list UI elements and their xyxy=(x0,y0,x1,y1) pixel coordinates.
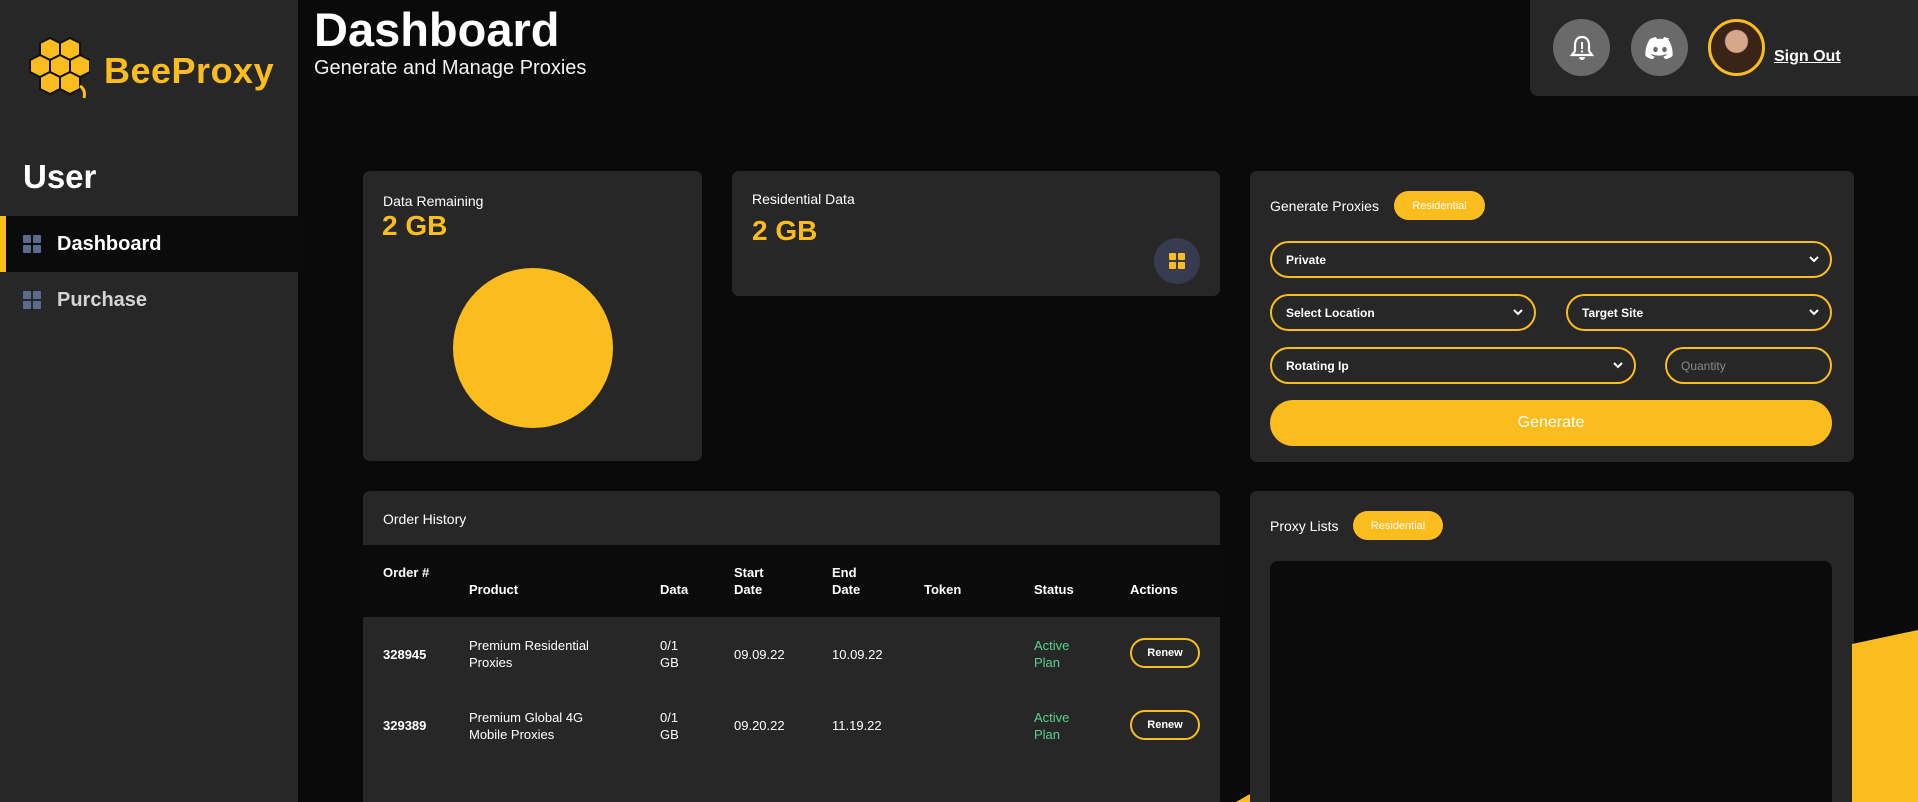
column-header-actions: Actions xyxy=(1130,582,1178,597)
order-number: 328945 xyxy=(383,647,427,662)
order-number: 329389 xyxy=(383,718,427,733)
data-pie-chart xyxy=(453,268,613,428)
residential-data-card: Residential Data 2 GB xyxy=(732,171,1220,296)
product-name: Premium Residential Proxies xyxy=(469,638,589,670)
status-badge: Active Plan xyxy=(1034,638,1070,670)
decorative-shape xyxy=(1236,794,1250,802)
page-subtitle: Generate and Manage Proxies xyxy=(314,57,587,79)
proxy-lists-card: Proxy Lists Residential xyxy=(1250,491,1854,802)
residential-type-pill[interactable]: Residential xyxy=(1394,191,1485,220)
column-header-product: Product xyxy=(469,582,519,597)
proxy-lists-title: Proxy Lists xyxy=(1270,518,1339,534)
proxy-list-output[interactable] xyxy=(1270,561,1832,802)
grid-icon xyxy=(23,291,41,309)
renew-button[interactable]: Renew xyxy=(1130,638,1200,668)
end-date: 10.09.22 xyxy=(832,647,883,662)
order-history-title: Order History xyxy=(383,511,467,527)
top-bar: Sign Out xyxy=(1530,0,1918,96)
generate-button[interactable]: Generate xyxy=(1270,400,1832,446)
proxy-lists-type-pill[interactable]: Residential xyxy=(1353,511,1443,540)
user-avatar[interactable] xyxy=(1708,19,1765,76)
chevron-down-icon xyxy=(1613,362,1623,369)
residential-data-value: 2 GB xyxy=(752,215,818,246)
location-select[interactable]: Select Location xyxy=(1270,294,1536,331)
column-header-status: Status xyxy=(1034,582,1074,597)
target-site-select-value: Target Site xyxy=(1582,305,1644,320)
column-header-start-date: Start Date xyxy=(734,565,764,597)
location-select-value: Select Location xyxy=(1286,305,1375,320)
table-header xyxy=(363,545,1220,617)
chevron-down-icon xyxy=(1809,256,1819,263)
column-header-data: Data xyxy=(660,582,689,597)
column-header-token: Token xyxy=(924,582,962,597)
generate-proxies-title: Generate Proxies xyxy=(1270,198,1379,214)
discord-icon xyxy=(1644,36,1673,59)
status-badge: Active Plan xyxy=(1034,710,1070,742)
pool-select[interactable]: Private xyxy=(1270,241,1832,278)
data-usage: 0/1 GB xyxy=(660,710,679,742)
sidebar-item-purchase[interactable]: Purchase xyxy=(0,272,298,328)
honeycomb-logo-icon xyxy=(29,36,90,99)
brand-name: BeeProxy xyxy=(104,50,275,91)
page-title: Dashboard xyxy=(314,3,560,56)
generate-proxies-card: Generate Proxies Residential Private Sel… xyxy=(1250,171,1854,462)
quantity-input[interactable] xyxy=(1665,347,1832,384)
decorative-shape xyxy=(1852,630,1918,802)
sidebar-item-dashboard[interactable]: Dashboard xyxy=(0,216,298,272)
target-site-select[interactable]: Target Site xyxy=(1566,294,1832,331)
chevron-down-icon xyxy=(1513,309,1523,316)
end-date: 11.19.22 xyxy=(832,718,882,733)
bell-icon xyxy=(1569,35,1594,60)
sidebar: BeeProxy User Dashboard Purchase xyxy=(0,0,298,802)
sidebar-section-title: User xyxy=(23,158,97,195)
rotation-select-value: Rotating Ip xyxy=(1286,358,1349,373)
grid-icon xyxy=(23,235,41,253)
residential-grid-button[interactable] xyxy=(1154,238,1200,284)
order-history-card: Order History Order # Product Data Start… xyxy=(363,491,1220,802)
residential-data-label: Residential Data xyxy=(752,191,855,207)
discord-button[interactable] xyxy=(1631,19,1688,76)
data-remaining-value: 2 GB xyxy=(382,210,448,241)
sidebar-item-label: Purchase xyxy=(57,288,148,311)
data-remaining-label: Data Remaining xyxy=(383,193,484,209)
renew-button[interactable]: Renew xyxy=(1130,710,1200,740)
start-date: 09.09.22 xyxy=(734,647,785,662)
chevron-down-icon xyxy=(1809,309,1819,316)
product-name: Premium Global 4G Mobile Proxies xyxy=(469,710,584,742)
column-header-order: Order # xyxy=(383,565,430,580)
sidebar-item-label: Dashboard xyxy=(57,232,162,255)
sign-out-link[interactable]: Sign Out xyxy=(1774,48,1841,65)
column-header-end-date: End Date xyxy=(832,565,861,597)
brand-logo[interactable]: BeeProxy xyxy=(28,36,274,106)
pool-select-value: Private xyxy=(1286,252,1327,267)
data-usage: 0/1 GB xyxy=(660,638,679,670)
start-date: 09.20.22 xyxy=(734,718,785,733)
data-remaining-card: Data Remaining 2 GB xyxy=(363,171,702,461)
notifications-button[interactable] xyxy=(1553,19,1610,76)
rotation-select[interactable]: Rotating Ip xyxy=(1270,347,1636,384)
grid-icon xyxy=(1169,253,1185,269)
